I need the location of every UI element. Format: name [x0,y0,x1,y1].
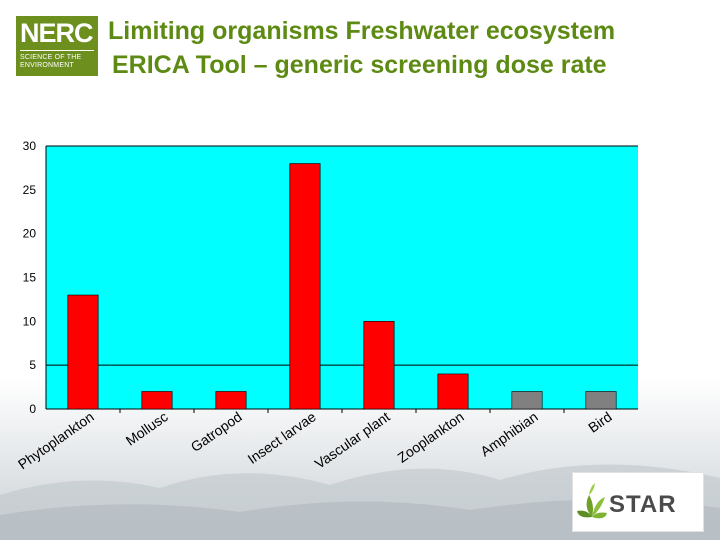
x-tick-label: Bird [585,408,615,435]
x-tick-label: Insect larvae [245,408,319,467]
nerc-logo-tagline-2: ENVIRONMENT [20,62,74,69]
page-title: Limiting organisms Freshwater ecosystem … [104,14,704,82]
x-tick-label: Phytoplankton [15,408,97,472]
y-tick-label: 10 [23,314,37,328]
x-tick-label: Mollusc [123,408,171,448]
y-tick-label: 25 [23,183,37,197]
bar-mollusc [141,391,173,410]
background-mountains [0,464,720,540]
bar-amphibian [511,391,543,410]
bar-bird [585,391,617,410]
y-tick-label: 5 [29,358,36,372]
y-tick-label: 0 [29,402,36,416]
bar-vascular-plant [363,321,395,410]
bar-phytoplankton [67,294,99,410]
nerc-logo: NERC SCIENCE OF THE ENVIRONMENT [16,16,98,76]
bar-zooplankton [437,373,469,410]
nerc-logo-text: NERC [20,18,94,48]
y-tick-label: 15 [23,271,37,285]
star-logo-text: STAR [609,491,677,518]
y-tick-label: 30 [23,139,37,153]
bar-gatropod [215,391,247,410]
star-logo: STAR [572,472,704,532]
x-tick-label: Vascular plant [312,408,393,471]
leaf-icon [577,483,607,519]
bar-insect-larvae [289,163,321,410]
x-tick-label: Amphibian [477,408,540,459]
title-line-1: Limiting organisms Freshwater ecosystem [108,17,616,45]
title-line-2: ERICA Tool – generic screening dose rate [112,51,607,79]
nerc-logo-divider [20,50,94,51]
y-tick-label: 20 [23,227,37,241]
plot-area [46,146,638,409]
x-tick-label: Zooplankton [394,408,466,465]
x-tick-label: Gatropod [188,408,245,455]
nerc-logo-tagline-1: SCIENCE OF THE [20,54,82,61]
